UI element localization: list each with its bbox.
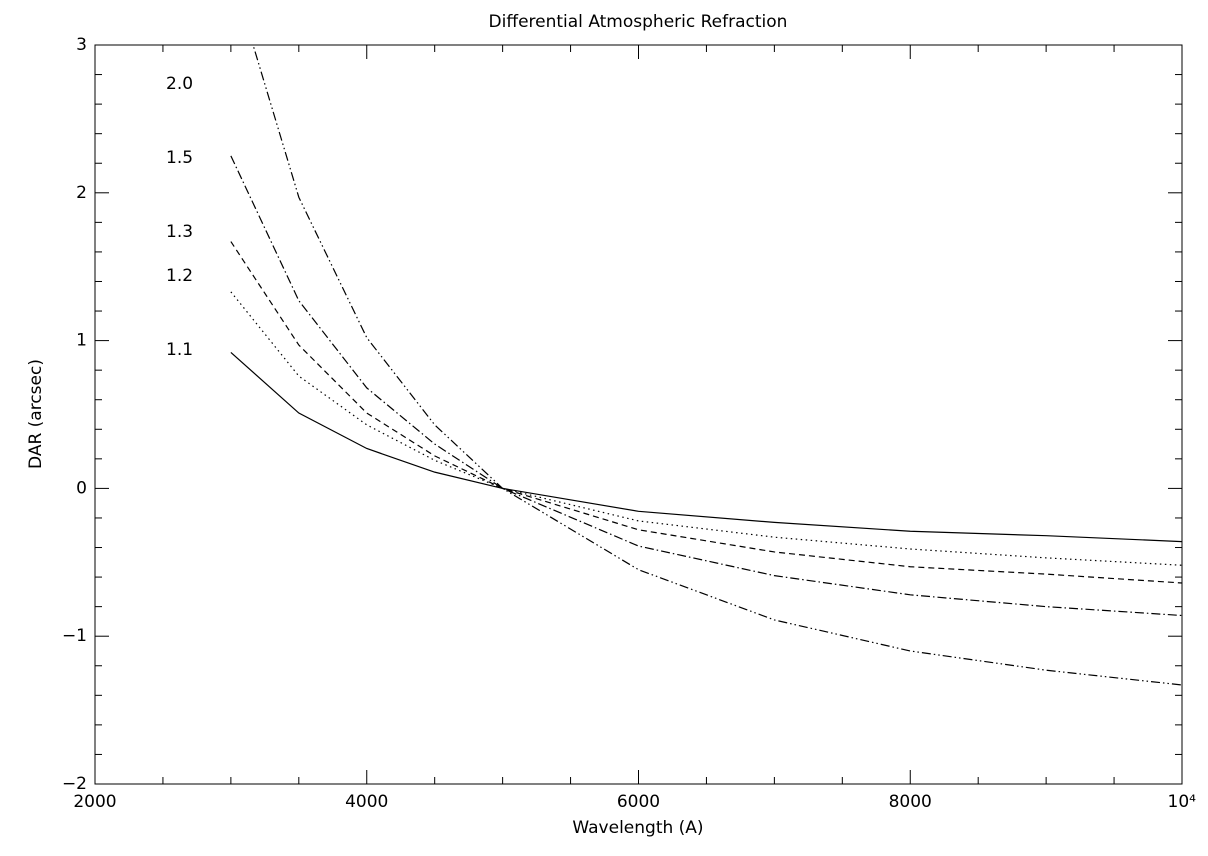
x-tick-label: 8000 [889,792,932,812]
y-tick-label: −1 [62,626,87,646]
plot-lines [230,45,1182,686]
series-line [230,241,1182,584]
plot-frame [94,44,1183,785]
x-tick-label: 4000 [345,792,388,812]
series-label: 2.0 [166,74,193,94]
y-tick-label: 0 [76,478,87,498]
y-axis-label: DAR (arcsec) [26,359,46,469]
y-tick-label: −2 [62,774,87,794]
series-line [230,291,1182,566]
x-tick-label: 6000 [617,792,660,812]
series-label: 1.1 [166,340,193,360]
x-tick-label: 2000 [73,792,116,812]
series-label: 1.3 [166,222,193,242]
chart-title: Differential Atmospheric Refraction [489,12,788,32]
series-label: 1.5 [166,148,193,168]
y-tick-label: 1 [76,331,87,351]
series-line [230,351,1182,543]
x-tick-label: 10⁴ [1168,792,1197,812]
series-label: 1.2 [166,266,193,286]
y-tick-label: 2 [76,183,87,203]
series-line [252,45,1182,686]
x-axis-label: Wavelength (A) [572,818,703,838]
series-line [230,155,1182,617]
y-tick-label: 3 [76,35,87,55]
